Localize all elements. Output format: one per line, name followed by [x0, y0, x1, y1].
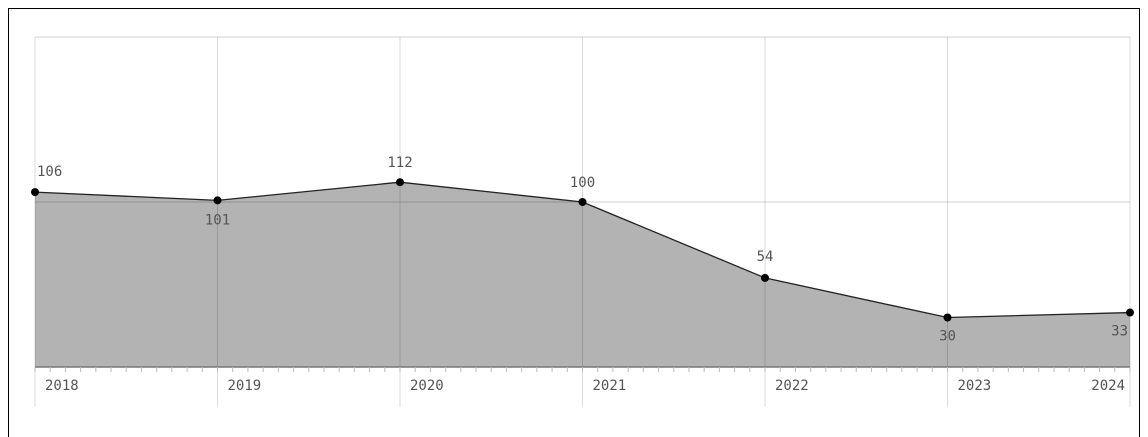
data-label: 33 [1111, 324, 1128, 340]
point [761, 273, 769, 282]
data-label: 54 [757, 249, 774, 265]
point [943, 313, 952, 322]
x-tick-label: 2023 [958, 378, 992, 394]
data-label: 101 [205, 212, 230, 228]
x-tick-label: 2022 [775, 378, 809, 394]
x-tick-label: 2024 [1091, 378, 1125, 394]
x-tick-label: 2018 [45, 378, 79, 394]
point [31, 188, 39, 197]
data-label: 100 [570, 175, 595, 191]
x-tick-label: 2019 [228, 378, 262, 394]
data-label: 112 [387, 155, 412, 171]
point [1126, 308, 1134, 317]
x-tick-label: 2021 [593, 378, 627, 394]
data-label: 106 [37, 164, 62, 180]
point [396, 178, 404, 187]
point [213, 196, 222, 205]
point [578, 198, 587, 206]
area [35, 182, 1130, 367]
data-label: 30 [939, 329, 956, 345]
x-tick-label: 2020 [410, 378, 444, 394]
